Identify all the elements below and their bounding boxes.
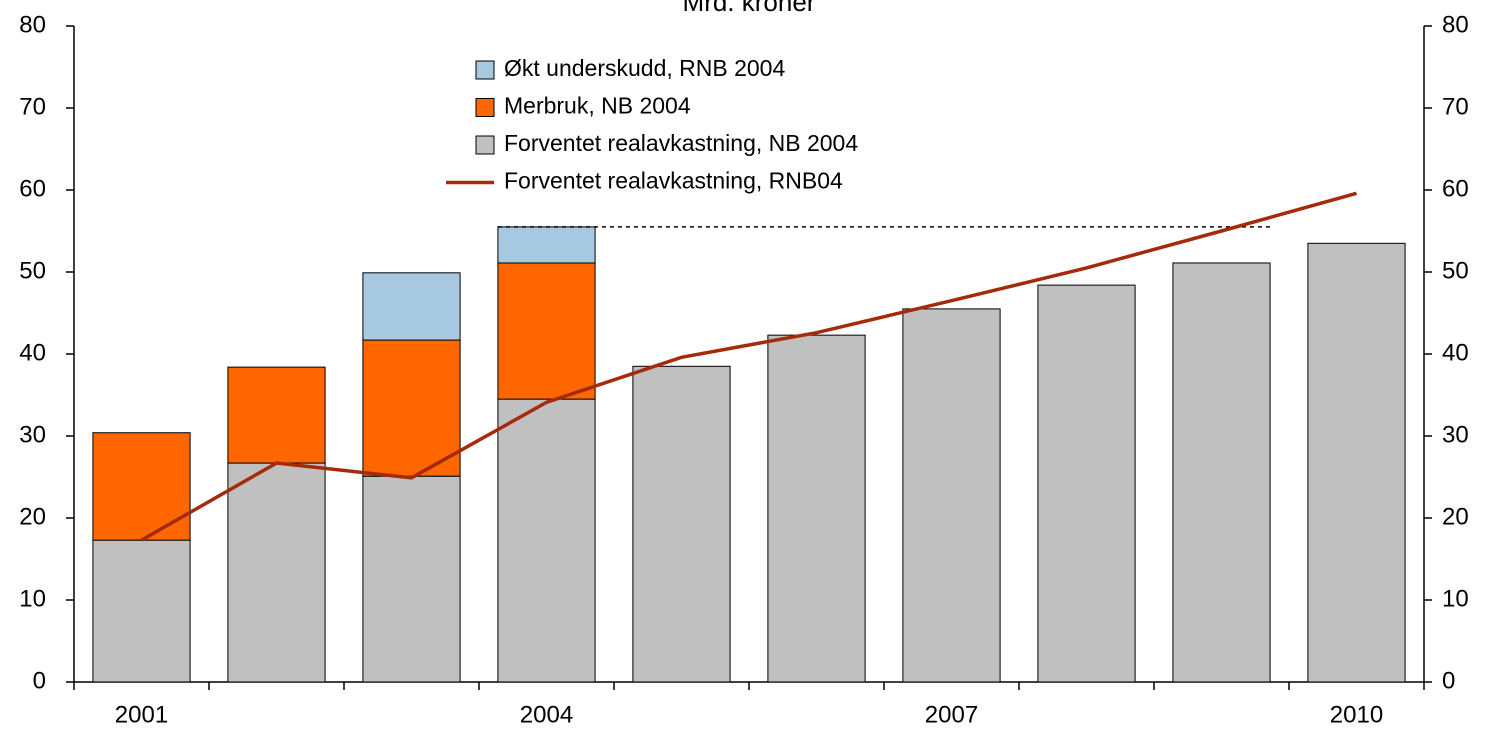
y2-tick-label: 0 [1442, 667, 1455, 694]
x-tick-label: 2007 [925, 701, 978, 728]
legend-label: Forventet realavkastning, RNB04 [504, 168, 843, 194]
bar [1307, 242, 1406, 683]
y-tick-label: 80 [19, 11, 46, 38]
bar [362, 475, 461, 683]
y2-tick-label: 80 [1442, 11, 1469, 38]
legend-label: Økt underskudd, RNB 2004 [504, 55, 785, 81]
y2-tick-label: 10 [1442, 585, 1469, 612]
legend-swatch [475, 60, 495, 80]
bar [92, 539, 191, 683]
y-tick-label: 60 [19, 175, 46, 202]
bar [92, 432, 191, 541]
y2-tick-label: 70 [1442, 93, 1469, 120]
x-tick-label: 2001 [115, 701, 168, 728]
bar [362, 272, 461, 341]
bar [1037, 284, 1136, 683]
y-tick-label: 20 [19, 503, 46, 530]
bar [767, 334, 866, 683]
bar [497, 226, 596, 264]
bar [902, 308, 1001, 683]
y2-tick-label: 20 [1442, 503, 1469, 530]
y-tick-label: 50 [19, 257, 46, 284]
y-tick-label: 10 [19, 585, 46, 612]
y-tick-label: 70 [19, 93, 46, 120]
x-tick-label: 2004 [520, 701, 573, 728]
legend-label: Merbruk, NB 2004 [504, 93, 691, 119]
bar [497, 398, 596, 683]
chart-title: Mrd. kroner [683, 0, 816, 17]
bar [497, 262, 596, 400]
y2-tick-label: 30 [1442, 421, 1469, 448]
bar [227, 366, 326, 464]
y2-tick-label: 50 [1442, 257, 1469, 284]
y2-tick-label: 60 [1442, 175, 1469, 202]
bar [227, 462, 326, 683]
legend-label: Forventet realavkastning, NB 2004 [504, 130, 858, 156]
y-tick-label: 0 [33, 667, 46, 694]
legend-swatch [475, 98, 495, 117]
y-tick-label: 40 [19, 339, 46, 366]
y2-tick-label: 40 [1442, 339, 1469, 366]
legend-swatch [475, 135, 495, 155]
x-tick-label: 2010 [1330, 701, 1383, 728]
line [140, 191, 1357, 542]
bar [1172, 262, 1271, 683]
bar [632, 365, 731, 683]
bar [362, 339, 461, 477]
y-tick-label: 30 [19, 421, 46, 448]
